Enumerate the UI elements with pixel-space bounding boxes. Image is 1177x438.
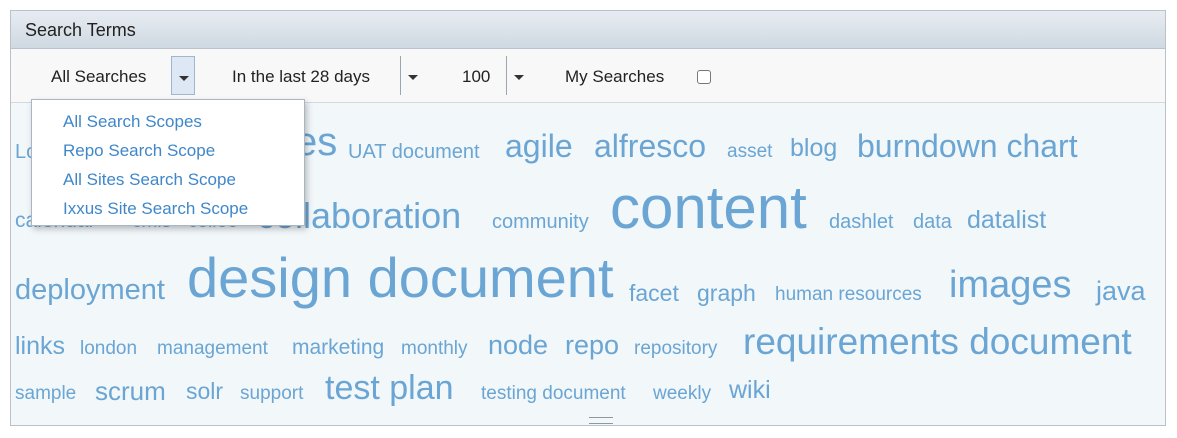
- cloud-term[interactable]: graph: [697, 280, 756, 306]
- count-dropdown-button[interactable]: [506, 56, 530, 95]
- cloud-term[interactable]: UAT document: [348, 141, 480, 163]
- cloud-term[interactable]: solr: [186, 378, 224, 404]
- dashlet-header: Search Terms: [11, 11, 1165, 49]
- scope-select-label[interactable]: All Searches: [51, 67, 147, 86]
- cloud-term[interactable]: design document: [187, 246, 614, 309]
- my-searches-checkbox[interactable]: [697, 70, 711, 84]
- cloud-term[interactable]: content: [610, 174, 807, 241]
- cloud-term[interactable]: sample: [15, 383, 77, 404]
- resize-handle[interactable]: [589, 417, 613, 424]
- chevron-down-icon: [408, 75, 418, 80]
- cloud-term[interactable]: weekly: [653, 383, 712, 404]
- dropdown-item-repo-search-scope[interactable]: Repo Search Scope: [63, 141, 216, 160]
- cloud-term[interactable]: links: [15, 332, 66, 360]
- dropdown-item-all-search-scopes[interactable]: All Search Scopes: [63, 112, 202, 131]
- cloud-term[interactable]: wiki: [729, 376, 771, 404]
- scope-dropdown-button[interactable]: [171, 56, 195, 95]
- cloud-term[interactable]: testing document: [481, 383, 626, 404]
- chevron-down-icon: [514, 75, 524, 80]
- cloud-term[interactable]: community: [492, 211, 589, 233]
- cloud-term[interactable]: support: [240, 383, 304, 404]
- chevron-down-icon: [179, 76, 189, 81]
- cloud-term[interactable]: requirements document: [743, 321, 1132, 362]
- cloud-term[interactable]: datalist: [967, 206, 1047, 234]
- my-searches-label: My Searches: [565, 67, 665, 86]
- cloud-term[interactable]: london: [80, 338, 138, 359]
- cloud-term[interactable]: repository: [634, 338, 718, 359]
- cloud-term[interactable]: asset: [727, 141, 773, 162]
- cloud-term[interactable]: test plan: [325, 369, 454, 407]
- count-select-label[interactable]: 100: [462, 67, 491, 86]
- cloud-term[interactable]: deployment: [15, 274, 165, 306]
- cloud-term[interactable]: burndown chart: [857, 128, 1078, 164]
- dashlet-title: Search Terms: [25, 20, 136, 40]
- cloud-term[interactable]: node: [488, 330, 549, 360]
- cloud-term[interactable]: human resources: [775, 284, 922, 305]
- cloud-term[interactable]: facet: [629, 280, 679, 306]
- dropdown-item-all-sites-search-scope[interactable]: All Sites Search Scope: [63, 170, 236, 189]
- cloud-term[interactable]: monthly: [401, 338, 468, 359]
- cloud-term[interactable]: blog: [790, 134, 838, 162]
- cloud-term[interactable]: data: [913, 211, 952, 233]
- cloud-term[interactable]: repo: [565, 330, 620, 360]
- cloud-term[interactable]: alfresco: [594, 128, 707, 164]
- cloud-term[interactable]: dashlet: [829, 211, 894, 233]
- period-dropdown-button[interactable]: [400, 56, 424, 95]
- search-terms-dashlet: Search Terms All Searches In the last 28…: [10, 10, 1166, 426]
- cloud-term[interactable]: scrum: [95, 376, 166, 406]
- cloud-term[interactable]: images: [949, 264, 1072, 306]
- dropdown-item-ixxus-site-search-scope[interactable]: Ixxus Site Search Scope: [63, 199, 249, 218]
- cloud-term[interactable]: management: [157, 338, 268, 359]
- cloud-term[interactable]: marketing: [292, 336, 385, 359]
- dashlet-toolbar: All Searches In the last 28 days 100 My …: [11, 49, 1165, 103]
- cloud-term[interactable]: java: [1096, 276, 1146, 306]
- cloud-term[interactable]: agile: [505, 128, 573, 164]
- period-select-label[interactable]: In the last 28 days: [232, 67, 370, 86]
- scope-dropdown-menu: All Search Scopes Repo Search Scope All …: [31, 99, 305, 226]
